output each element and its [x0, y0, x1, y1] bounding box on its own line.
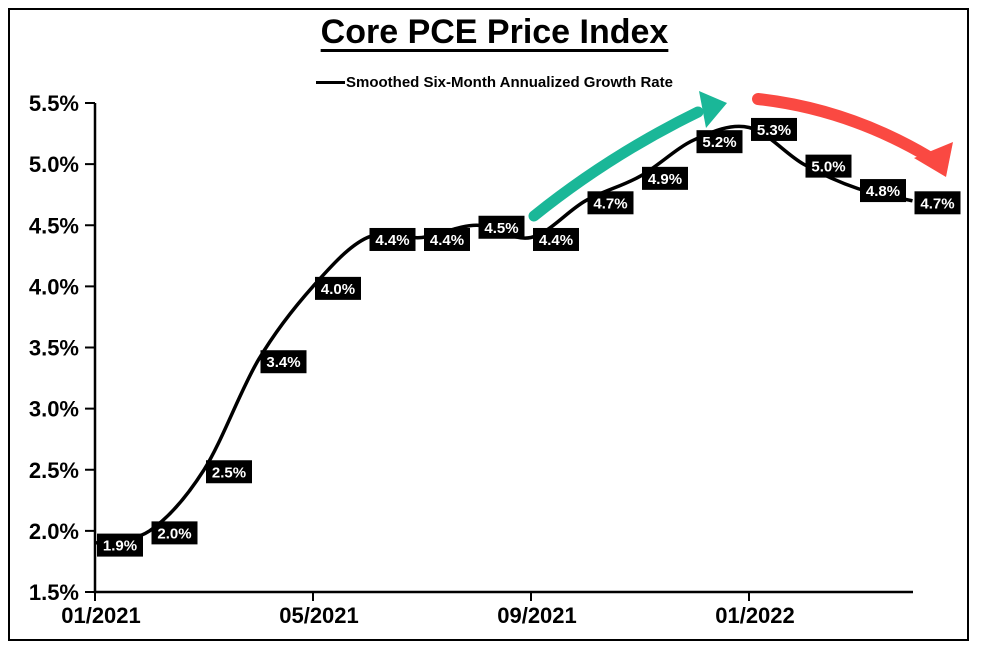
legend-label: Smoothed Six-Month Annualized Growth Rat…: [346, 74, 673, 91]
x-tick-label: 01/2021: [61, 603, 141, 628]
data-label: 4.0%: [321, 281, 355, 298]
data-label-box: [315, 276, 361, 300]
data-label: 4.7%: [920, 195, 954, 212]
y-tick-label: 3.0%: [29, 397, 79, 422]
y-tick-label: 4.5%: [29, 213, 79, 238]
data-label: 4.5%: [484, 220, 518, 237]
data-label-box: [206, 460, 252, 484]
data-label: 3.4%: [266, 354, 300, 371]
data-label-box: [151, 521, 198, 545]
x-tick-label: 01/2022: [715, 603, 795, 628]
legend: Smoothed Six-Month Annualized Growth Rat…: [0, 74, 989, 91]
data-label-box: [478, 215, 525, 239]
data-label: 4.4%: [375, 232, 409, 249]
data-label-box: [587, 191, 634, 215]
data-label-box: [97, 533, 143, 557]
y-tick-label: 5.0%: [29, 152, 79, 177]
data-label-box: [914, 191, 961, 215]
data-label: 4.8%: [866, 183, 900, 200]
data-label: 4.9%: [648, 171, 682, 188]
x-tick-label: 05/2021: [279, 603, 359, 628]
data-label: 2.5%: [212, 464, 246, 481]
data-label-box: [369, 227, 416, 251]
y-tick-label: 2.0%: [29, 519, 79, 544]
legend-line-sample-icon: [316, 80, 346, 84]
y-tick-label: 2.5%: [29, 458, 79, 483]
data-label: 1.9%: [103, 538, 137, 555]
data-label-box: [642, 166, 688, 190]
uptrend-arrow-shaft: [528, 106, 704, 222]
data-label: 4.4%: [430, 232, 464, 249]
chart-title: Core PCE Price Index: [320, 13, 669, 51]
uptrend-arrow-head-icon: [699, 91, 727, 128]
data-label-box: [805, 154, 852, 178]
data-label-box: [860, 179, 906, 203]
y-tick-label: 3.5%: [29, 336, 79, 361]
downtrend-arrow-shaft: [752, 93, 935, 163]
data-label: 4.7%: [593, 195, 627, 212]
data-label: 2.0%: [157, 525, 191, 542]
y-tick-label: 4.0%: [29, 274, 79, 299]
data-label: 5.0%: [811, 159, 845, 176]
y-tick-label: 1.5%: [29, 580, 79, 605]
y-tick-label: 5.5%: [29, 91, 79, 116]
data-label-box: [696, 130, 743, 154]
data-label-box: [533, 227, 579, 251]
downtrend-arrow-head-icon: [914, 142, 953, 177]
data-label-box: [751, 117, 797, 141]
data-label: 4.4%: [539, 232, 573, 249]
x-tick-label: 09/2021: [497, 603, 577, 628]
data-label-box: [260, 350, 307, 374]
data-label: 5.3%: [757, 122, 791, 139]
data-label-box: [424, 227, 470, 251]
data-label: 5.2%: [702, 134, 736, 151]
